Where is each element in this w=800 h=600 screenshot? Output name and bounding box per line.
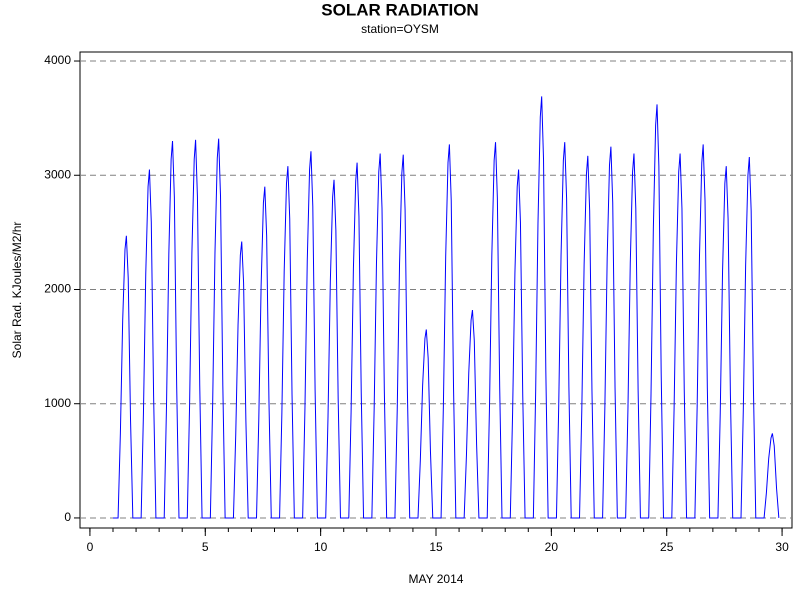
x-tick-label: 25	[660, 540, 674, 554]
y-tick-label: 4000	[44, 53, 71, 67]
x-axis-label: MAY 2014	[409, 572, 464, 586]
x-tick-label: 5	[202, 540, 209, 554]
chart-subtitle: station=OYSM	[361, 22, 439, 36]
x-tick-label: 10	[314, 540, 328, 554]
y-axis-label: Solar Rad. KJoules/M2/hr	[10, 222, 24, 359]
y-tick-label: 3000	[44, 167, 71, 181]
x-tick-label: 20	[545, 540, 559, 554]
x-tick-label: 0	[87, 540, 94, 554]
chart-title: SOLAR RADIATION	[321, 0, 478, 19]
y-tick-label: 0	[64, 510, 71, 524]
y-tick-label: 2000	[44, 282, 71, 296]
data-line	[112, 96, 780, 519]
y-tick-label: 1000	[44, 396, 71, 410]
x-tick-label: 30	[775, 540, 789, 554]
x-tick-label: 15	[429, 540, 443, 554]
